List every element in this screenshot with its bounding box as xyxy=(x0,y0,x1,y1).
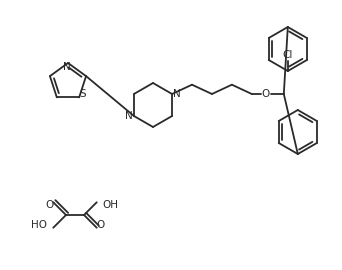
Text: O: O xyxy=(45,200,53,210)
Text: N: N xyxy=(63,62,71,72)
Text: HO: HO xyxy=(31,220,47,230)
Text: N: N xyxy=(173,89,181,99)
Text: O: O xyxy=(262,89,270,99)
Text: N: N xyxy=(125,111,133,121)
Text: Cl: Cl xyxy=(282,50,293,60)
Text: O: O xyxy=(96,220,105,230)
Text: OH: OH xyxy=(103,200,119,210)
Text: S: S xyxy=(80,89,87,99)
